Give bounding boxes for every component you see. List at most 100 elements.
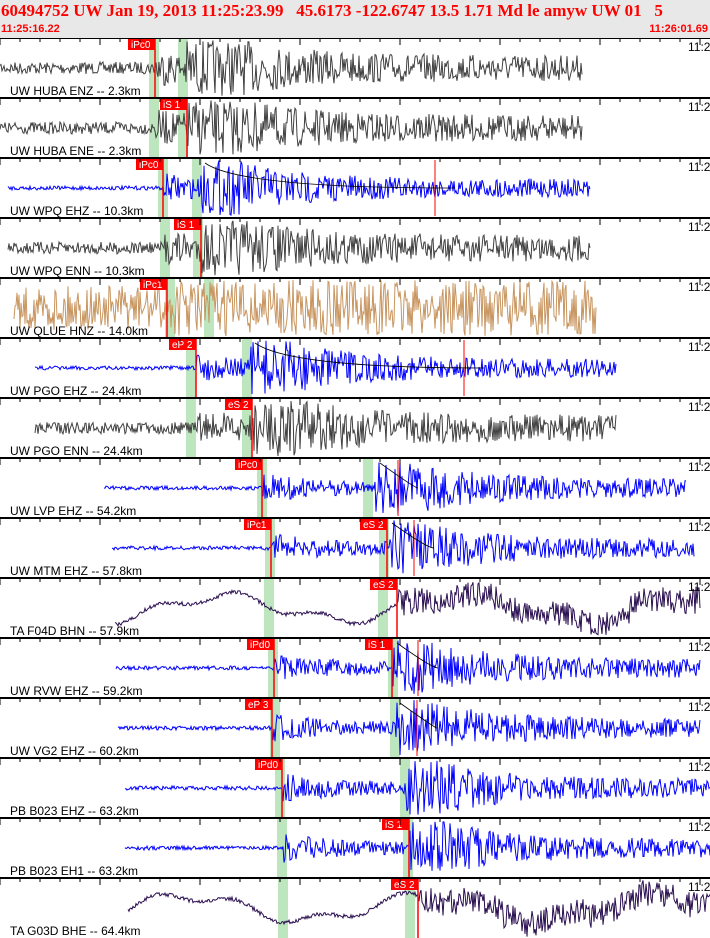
waveform-panel[interactable]: iPc0 11:2 UW WPQ EHZ -- 10.3km [0,157,710,218]
pick-flag[interactable] [140,279,167,290]
panel-time-label: 11:2 [688,400,710,414]
pick-window [278,878,288,938]
pick-label: iPc0 [139,160,159,171]
seismogram-trace [13,279,597,337]
pick-flag[interactable] [245,699,272,710]
waveform-panel[interactable]: iS 1 11:2 PB B023 EH1 -- 63.2km [0,817,710,878]
start-time: 11:25:16.22 [1,23,60,35]
pick-flag[interactable] [247,639,274,650]
pick-flag[interactable] [360,519,387,530]
channel-label: UW WPQ EHZ -- 10.3km [10,204,143,218]
waveform-panel[interactable]: eS 2 11:2 TA F04D BHN -- 57.9km [0,577,710,638]
pick-label: iPd0 [258,760,278,771]
pick-label: iS 1 [163,100,181,111]
pick-flag[interactable] [382,819,409,830]
pick-label: iS 1 [368,640,386,651]
coda-decay-curve [399,702,438,729]
pick-flag[interactable] [235,459,262,470]
channel-label: UW MTM EHZ -- 57.8km [10,564,142,578]
channel-label: PB B023 EHZ -- 63.2km [10,804,139,818]
panel-time-label: 11:2 [688,40,710,54]
pick-flag[interactable] [225,399,252,410]
pick-window [265,518,275,578]
pick-label: eP 2 [172,340,193,351]
waveform-panel[interactable]: iS 1 11:2 UW HUBA ENE -- 2.3km [0,97,710,158]
event-header: 60494752 UW Jan 19, 2013 11:25:23.99 45.… [0,0,710,38]
pick-flag[interactable] [244,519,271,530]
channel-label: UW WPQ ENN -- 10.3km [10,264,145,278]
pick-flag[interactable] [370,579,397,590]
pick-flag[interactable] [391,879,418,890]
seismogram-trace [127,880,710,937]
panel-time-label: 11:2 [688,460,710,474]
seismogram-trace [114,581,701,636]
panel-time-label: 11:2 [688,880,710,894]
panel-time-label: 11:2 [688,160,710,174]
pick-flag[interactable] [255,759,282,770]
pick-label: eS 2 [228,400,249,411]
pick-label: eP 3 [248,700,269,711]
channel-label: UW RVW EHZ -- 59.2km [10,684,142,698]
panel-time-label: 11:2 [688,760,710,774]
seismogram-trace [34,340,617,395]
channel-label: UW HUBA ENZ -- 2.3km [10,84,141,98]
pick-window [378,578,388,638]
end-time: 11:26:01.69 [649,23,708,35]
seismogram-trace [34,400,617,457]
seismogram-trace [124,760,710,815]
panel-time-label: 11:2 [688,700,710,714]
channel-label: TA F04D BHN -- 57.9km [10,624,139,638]
pick-window [149,38,159,98]
pick-label: iPc1 [247,520,267,531]
coda-decay-curve [391,522,435,549]
panel-time-label: 11:2 [688,640,710,654]
channel-label: UW QLUE HNZ -- 14.0km [10,324,148,338]
pick-label: eS 2 [394,880,415,891]
waveform-panel[interactable]: eP 2 11:2 UW PGO EHZ -- 24.4km [0,337,710,398]
pick-flag[interactable] [174,219,201,230]
channel-label: UW VG2 EHZ -- 60.2km [10,744,139,758]
channel-label: UW HUBA ENE -- 2.3km [10,144,141,158]
panel-time-label: 11:2 [688,820,710,834]
pick-window [178,98,188,158]
panel-time-label: 11:2 [688,580,710,594]
waveform-panel[interactable]: eP 3 11:2 UW VG2 EHZ -- 60.2km [0,697,710,758]
pick-window [405,878,415,938]
seismogram-trace [124,821,710,871]
pick-label: iS 1 [385,820,403,831]
waveform-panel[interactable]: iPc0 11:2 UW HUBA ENZ -- 2.3km [0,38,710,98]
waveform-panel[interactable]: eS 2 11:2 TA G03D BHE -- 64.4km [0,877,710,938]
pick-flag[interactable] [160,99,187,110]
waveform-panel[interactable]: iPc1 eS 2 11:2 UW MTM EHZ -- 57.8km [0,517,710,578]
seismogram-trace [0,40,583,96]
channel-label: UW PGO EHZ -- 24.4km [10,384,141,398]
pick-label: iS 1 [177,220,195,231]
pick-flag[interactable] [136,159,163,170]
pick-window [268,638,278,698]
pick-window [270,698,280,758]
panel-time-label: 11:2 [688,100,710,114]
panel-time-label: 11:2 [688,220,710,234]
seismogram-trace [0,100,583,155]
panel-time-label: 11:2 [688,340,710,354]
pick-flag[interactable] [365,639,392,650]
coda-decay-curve [254,342,485,369]
waveform-panel[interactable]: iPc0 11:2 UW LVP EHZ -- 54.2km [0,457,710,518]
waveform-panel[interactable]: iPd0 iS 1 11:2 UW RVW EHZ -- 59.2km [0,637,710,698]
waveform-panel[interactable]: eS 2 11:2 UW PGO ENN -- 24.4km [0,397,710,458]
event-title: 60494752 UW Jan 19, 2013 11:25:23.99 45.… [1,1,663,20]
channel-label: TA G03D BHE -- 64.4km [10,924,140,938]
pick-label: eS 2 [373,580,394,591]
waveform-panels[interactable]: iPc0 11:2 UW HUBA ENZ -- 2.3km iS 1 11:2 UW H… [0,38,710,938]
pick-label: iPd0 [250,640,270,651]
channel-label: UW PGO ENN -- 24.4km [10,444,143,458]
waveform-panel[interactable]: iS 1 11:2 UW WPQ ENN -- 10.3km [0,217,710,278]
coda-decay-curve [396,642,439,669]
pick-window [403,818,413,878]
pick-flag[interactable] [169,339,196,350]
panel-time-label: 11:2 [688,280,710,294]
seismogram-trace [103,462,687,515]
waveform-panel[interactable]: iPc1 11:2 UW QLUE HNZ -- 14.0km [0,277,710,338]
waveform-panel[interactable]: iPd0 11:2 PB B023 EHZ -- 63.2km [0,757,710,818]
pick-flag[interactable] [128,39,155,50]
